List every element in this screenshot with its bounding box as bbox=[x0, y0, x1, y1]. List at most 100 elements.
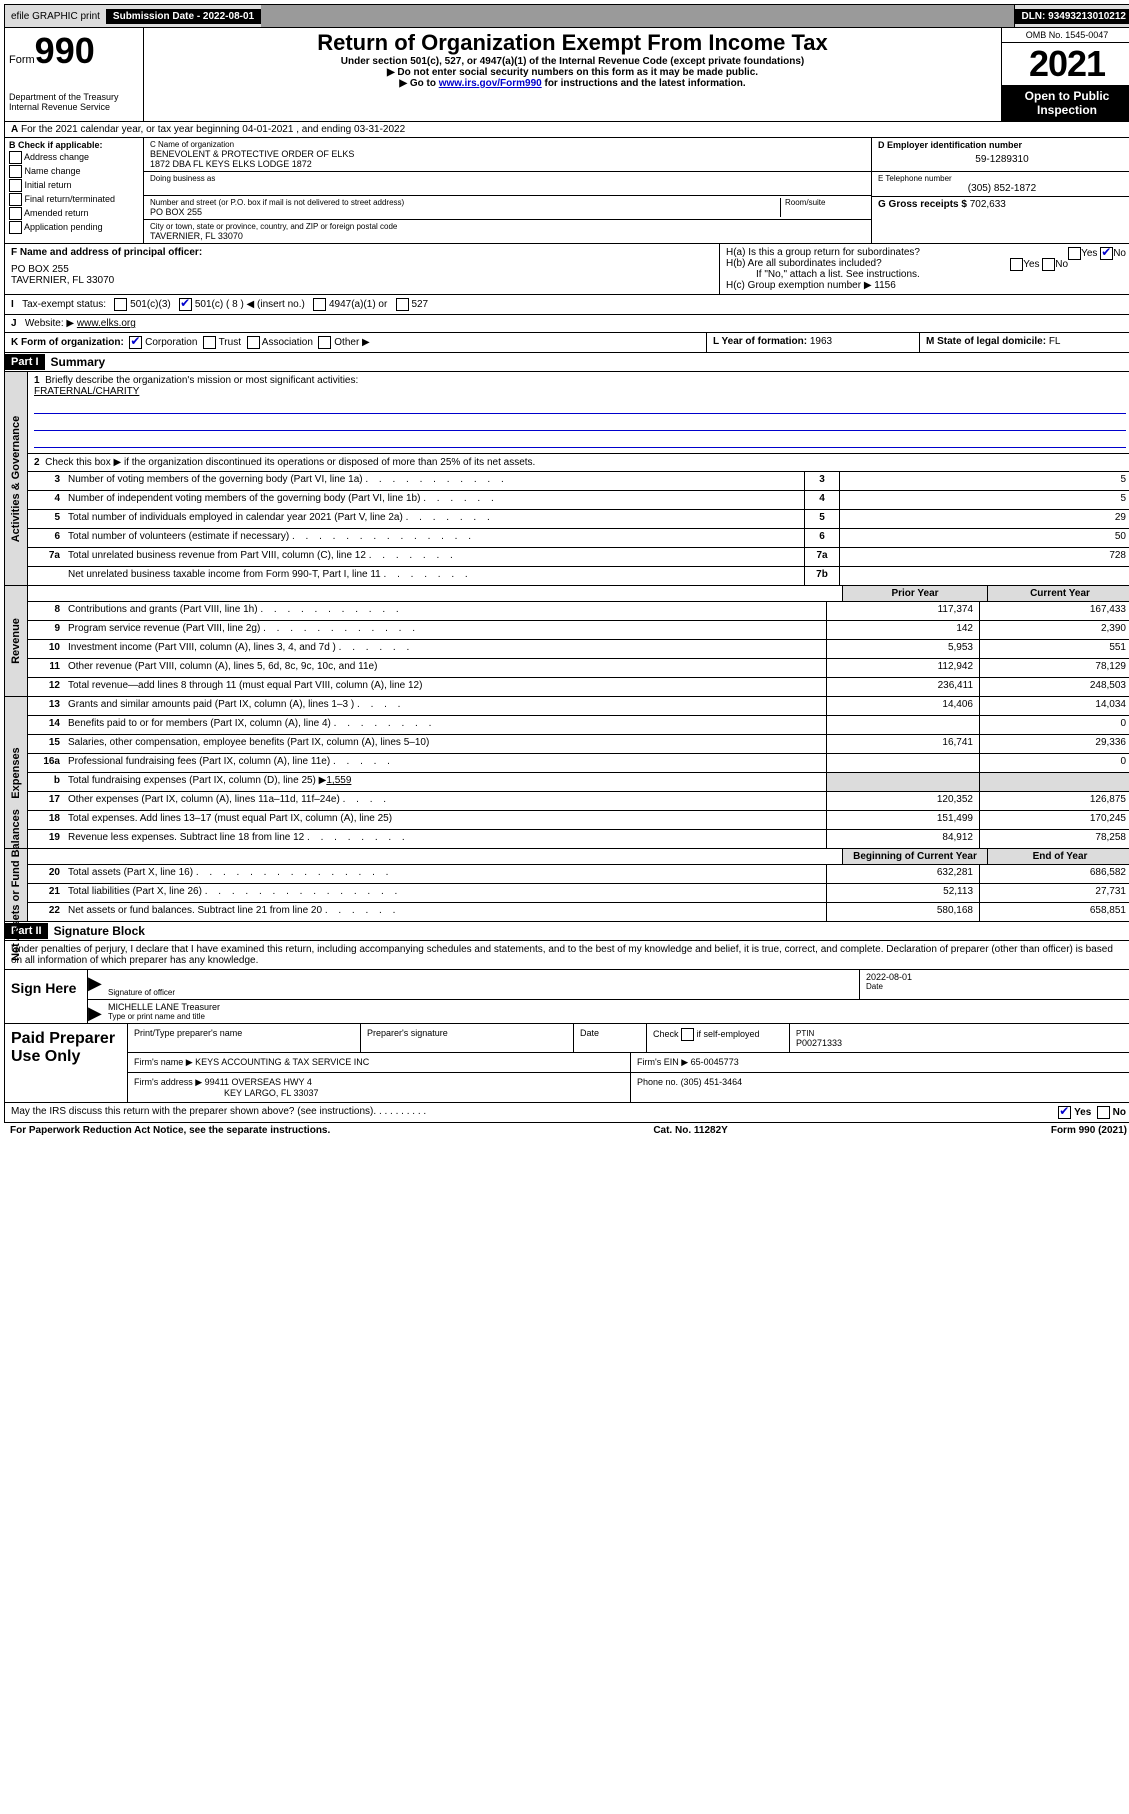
line-5: 5Total number of individuals employed in… bbox=[28, 510, 1129, 529]
self-employed-check[interactable] bbox=[681, 1028, 694, 1041]
v7b bbox=[839, 567, 1129, 585]
line-10: 10Investment income (Part VIII, column (… bbox=[28, 640, 1129, 659]
footer-row: For Paperwork Reduction Act Notice, see … bbox=[4, 1123, 1129, 1138]
line-21: 21Total liabilities (Part X, line 26) . … bbox=[28, 884, 1129, 903]
form-number: 990 bbox=[35, 30, 95, 71]
ha-yes-check[interactable] bbox=[1068, 247, 1081, 260]
v6: 50 bbox=[839, 529, 1129, 547]
p9: 142 bbox=[826, 621, 979, 639]
p17: 120,352 bbox=[826, 792, 979, 810]
hb-yes-check[interactable] bbox=[1010, 258, 1023, 271]
c-name-label: C Name of organization bbox=[150, 140, 865, 149]
line-8: 8Contributions and grants (Part VIII, li… bbox=[28, 602, 1129, 621]
sig-officer-label: Signature of officer bbox=[108, 988, 853, 997]
irs-yes-check[interactable] bbox=[1058, 1106, 1071, 1119]
otp-line2: Inspection bbox=[1037, 103, 1097, 117]
c17: 126,875 bbox=[979, 792, 1129, 810]
corp-check[interactable] bbox=[129, 336, 142, 349]
q10: Investment income (Part VIII, column (A)… bbox=[68, 642, 336, 653]
sig-date-value: 2022-08-01 bbox=[866, 972, 1126, 982]
p18: 151,499 bbox=[826, 811, 979, 829]
line-15: 15Salaries, other compensation, employee… bbox=[28, 735, 1129, 754]
c16a: 0 bbox=[979, 754, 1129, 772]
final-check[interactable]: Final return/terminated bbox=[9, 193, 139, 206]
line-17: 17Other expenses (Part IX, column (A), l… bbox=[28, 792, 1129, 811]
website-link[interactable]: www.elks.org bbox=[77, 318, 136, 329]
line-18: 18Total expenses. Add lines 13–17 (must … bbox=[28, 811, 1129, 830]
end-header: End of Year bbox=[987, 849, 1129, 864]
header-left: Form990 Department of the Treasury Inter… bbox=[5, 28, 144, 121]
amended-label: Amended return bbox=[24, 208, 89, 218]
hb-no-check[interactable] bbox=[1042, 258, 1055, 271]
netassets-grid: Net Assets or Fund Balances Beginning of… bbox=[4, 849, 1129, 922]
ptin-label: PTIN bbox=[796, 1029, 814, 1038]
assoc-check[interactable] bbox=[247, 336, 260, 349]
p13: 14,406 bbox=[826, 697, 979, 715]
current-year-header: Current Year bbox=[987, 586, 1129, 601]
q15: Salaries, other compensation, employee b… bbox=[68, 737, 429, 748]
col-c: C Name of organization BENEVOLENT & PROT… bbox=[144, 138, 872, 243]
ha-no-check[interactable] bbox=[1100, 247, 1113, 260]
firm-ein-label: Firm's EIN ▶ bbox=[637, 1057, 688, 1067]
q1-label: Briefly describe the organization's miss… bbox=[45, 375, 358, 386]
col-d: D Employer identification number 59-1289… bbox=[872, 138, 1129, 243]
irs-yes-label: Yes bbox=[1074, 1107, 1091, 1118]
line-7b: Net unrelated business taxable income fr… bbox=[28, 567, 1129, 586]
header-sub3: ▶ Go to www.irs.gov/Form990 for instruct… bbox=[150, 78, 995, 89]
cat-no: Cat. No. 11282Y bbox=[653, 1125, 727, 1136]
addr-change-check[interactable]: Address change bbox=[9, 151, 139, 164]
p8: 117,374 bbox=[826, 602, 979, 620]
firm-name-label: Firm's name ▶ bbox=[134, 1057, 193, 1067]
q13: Grants and similar amounts paid (Part IX… bbox=[68, 699, 354, 710]
part1-bar: Part I Summary bbox=[4, 353, 1129, 372]
irs-no-check[interactable] bbox=[1097, 1106, 1110, 1119]
prep-phone: (305) 451-3464 bbox=[681, 1077, 743, 1087]
f-addr2: TAVERNIER, FL 33070 bbox=[11, 275, 713, 286]
prior-year-header: Prior Year bbox=[842, 586, 987, 601]
tax-year: 2021 bbox=[1002, 43, 1129, 85]
other-check[interactable] bbox=[318, 336, 331, 349]
governance-grid: Activities & Governance 1 Briefly descri… bbox=[4, 372, 1129, 586]
ptin-value: P00271333 bbox=[796, 1038, 842, 1048]
527-label: 527 bbox=[411, 299, 428, 310]
form-title: Return of Organization Exempt From Incom… bbox=[150, 30, 995, 56]
527-check[interactable] bbox=[396, 298, 409, 311]
line-9: 9Program service revenue (Part VIII, lin… bbox=[28, 621, 1129, 640]
efile-label: efile GRAPHIC print bbox=[5, 9, 107, 24]
assoc-label: Association bbox=[262, 337, 313, 348]
501c-label: 501(c) ( 8 ) ◀ (insert no.) bbox=[195, 299, 305, 310]
501c-check[interactable] bbox=[179, 298, 192, 311]
q7a-label: Total unrelated business revenue from Pa… bbox=[68, 550, 366, 561]
name-change-check[interactable]: Name change bbox=[9, 165, 139, 178]
q5-label: Total number of individuals employed in … bbox=[68, 512, 403, 523]
q20: Total assets (Part X, line 16) bbox=[68, 867, 193, 878]
4947-check[interactable] bbox=[313, 298, 326, 311]
expenses-grid: Expenses 13Grants and similar amounts pa… bbox=[4, 697, 1129, 849]
prep-date-label: Date bbox=[574, 1024, 647, 1052]
501c3-check[interactable] bbox=[114, 298, 127, 311]
initial-check[interactable]: Initial return bbox=[9, 179, 139, 192]
vtab-revenue: Revenue bbox=[5, 586, 28, 697]
i-label: Tax-exempt status: bbox=[22, 299, 106, 310]
sign-here-label: Sign Here bbox=[5, 970, 88, 1023]
row-a: A For the 2021 calendar year, or tax yea… bbox=[4, 122, 1129, 138]
app-pending-check[interactable]: Application pending bbox=[9, 221, 139, 234]
m-label: M State of legal domicile: bbox=[926, 336, 1046, 347]
p10: 5,953 bbox=[826, 640, 979, 658]
self-employed-text: Check if self-employed bbox=[653, 1029, 760, 1039]
v4: 5 bbox=[839, 491, 1129, 509]
vtab-net-label: Net Assets or Fund Balances bbox=[10, 809, 22, 961]
form990-link[interactable]: www.irs.gov/Form990 bbox=[439, 78, 542, 89]
hb-label: H(b) Are all subordinates included? bbox=[726, 258, 882, 269]
trust-check[interactable] bbox=[203, 336, 216, 349]
no-label2: No bbox=[1055, 259, 1068, 270]
addr-change-label: Address change bbox=[24, 152, 89, 162]
amended-check[interactable]: Amended return bbox=[9, 207, 139, 220]
org-name-2: 1872 DBA FL KEYS ELKS LODGE 1872 bbox=[150, 159, 865, 169]
q22: Net assets or fund balances. Subtract li… bbox=[68, 905, 322, 916]
app-pending-label: Application pending bbox=[24, 222, 103, 232]
row-fh: F Name and address of principal officer:… bbox=[4, 244, 1129, 295]
c11: 78,129 bbox=[979, 659, 1129, 677]
prep-phone-label: Phone no. bbox=[637, 1077, 678, 1087]
line-4: 4Number of independent voting members of… bbox=[28, 491, 1129, 510]
